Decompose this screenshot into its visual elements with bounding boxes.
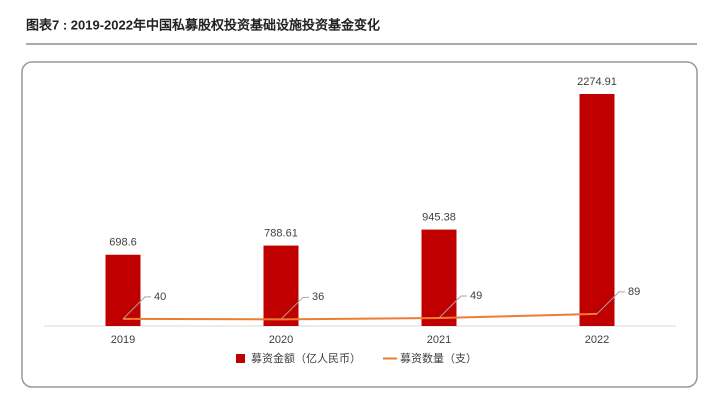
- data-label: 36: [312, 291, 324, 303]
- data-label: 788.61: [264, 227, 298, 239]
- data-label: 945.38: [422, 211, 456, 223]
- data-label: 89: [628, 286, 640, 298]
- x-tick-label: 2020: [269, 334, 293, 346]
- leader-line: [438, 295, 467, 319]
- bar: [579, 94, 615, 326]
- leader-line: [596, 291, 625, 315]
- leader-line: [280, 296, 309, 320]
- bar: [421, 229, 457, 326]
- x-tick-label: 2019: [111, 334, 135, 346]
- x-tick-label: 2022: [585, 334, 609, 346]
- data-label: 40: [154, 291, 166, 303]
- data-label: 698.6: [109, 237, 137, 249]
- legend-label: 募资金额（亿人民币）: [251, 351, 361, 365]
- bar: [263, 245, 299, 326]
- data-label: 49: [470, 290, 482, 302]
- chart-title: 图表7 : 2019-2022年中国私募股权投资基础设施投资基金变化: [26, 17, 380, 32]
- bar: [105, 254, 141, 326]
- legend-label: 募资数量（支）: [400, 352, 477, 365]
- data-label: 2274.91: [577, 76, 617, 88]
- line: [122, 312, 598, 321]
- leader-line: [122, 296, 151, 320]
- x-tick-label: 2021: [427, 334, 451, 346]
- legend-swatch: [236, 354, 245, 363]
- frame: [21, 61, 698, 388]
